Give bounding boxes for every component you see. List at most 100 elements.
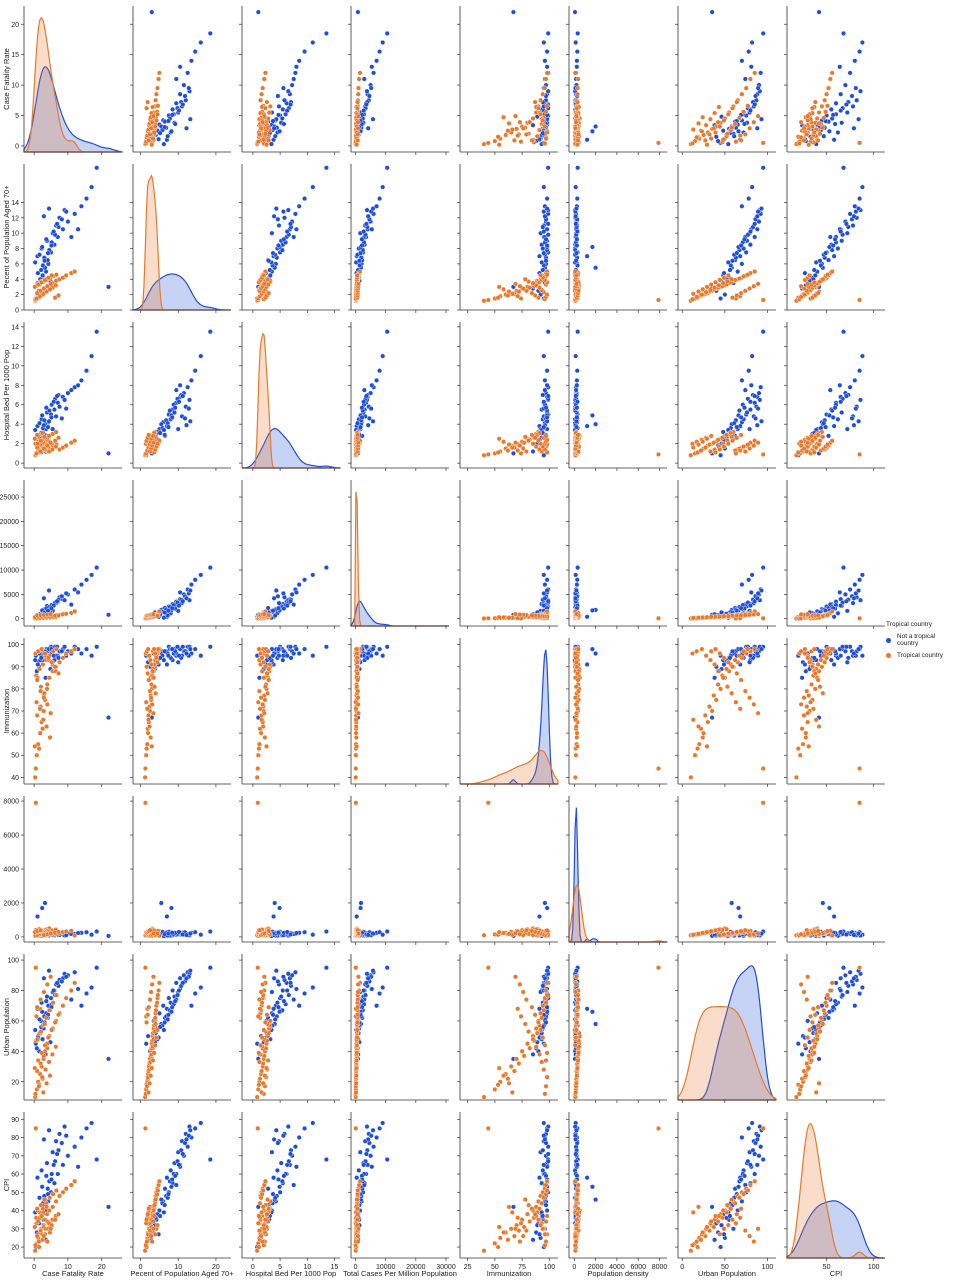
point-1-0-tr-57 [48, 281, 54, 287]
point-0-4-nt-40 [530, 122, 536, 128]
point-4-1-tr-34 [147, 657, 153, 663]
point-3-0-nt-47 [54, 598, 60, 604]
point-0-6-nt-42 [725, 141, 731, 147]
point-3-7-nt-22 [835, 610, 841, 616]
point-1-4-nt-54 [544, 242, 550, 248]
point-0-7-tr-12 [824, 91, 830, 97]
point-4-6-tr-21 [711, 693, 717, 699]
point-0-1-tr-55 [148, 125, 154, 131]
point-1-3-nt-13 [377, 196, 383, 202]
point-2-3-nt-15 [384, 329, 390, 335]
point-4-3-tr-38 [354, 684, 360, 690]
point-2-7-nt-13 [857, 368, 863, 374]
point-4-7-tr-51 [809, 664, 815, 670]
point-0-1-tr-14 [156, 76, 162, 82]
point-2-7-tr-53 [815, 432, 821, 438]
point-5-2-tr-53 [266, 928, 272, 934]
point-5-2-tr-57 [261, 930, 267, 936]
point-2-6-tr-55 [747, 446, 753, 452]
point-2-6-nt-45 [742, 405, 748, 411]
point-0-4-tr-43 [506, 120, 512, 126]
point-3-4-nt-14 [541, 572, 547, 578]
point-1-0-tr-52 [56, 292, 62, 298]
point-4-6-tr-51 [730, 664, 736, 670]
point-3-2-nt-14 [310, 572, 316, 578]
point-2-4-tr-25 [537, 430, 543, 436]
point-2-3-nt-49 [370, 418, 376, 424]
point-1-7-nt-53 [823, 250, 829, 256]
point-0-5-tr-56 [573, 119, 579, 125]
y-tick-label-4: 90 [11, 664, 19, 671]
point-4-3-tr-49 [354, 655, 360, 661]
point-4-6-nt-46 [747, 653, 753, 659]
point-4-3-nt-48 [365, 651, 371, 657]
point-1-6-tr-43 [696, 289, 702, 295]
point-1-5-nt-13 [574, 196, 580, 202]
point-2-6-nt-27 [757, 397, 763, 403]
point-2-5-nt-12 [574, 377, 580, 383]
point-5-2-nt-54 [276, 930, 282, 936]
point-4-6-nt-16 [709, 715, 715, 721]
point-2-7-nt-54 [830, 414, 836, 420]
point-2-1-nt-39 [186, 406, 192, 412]
point-4-5-tr-44 [574, 735, 580, 741]
point-3-4-nt-48 [542, 595, 548, 601]
point-2-7-tr-43 [816, 442, 822, 448]
point-0-5-tr-16 [656, 140, 662, 146]
point-4-0-tr-15 [72, 646, 78, 652]
point-1-0-nt-47 [54, 221, 60, 227]
point-4-6-tr-48 [717, 651, 723, 657]
point-1-7-nt-51 [811, 267, 817, 273]
point-4-1-tr-49 [153, 655, 159, 661]
point-2-6-tr-48 [717, 447, 723, 453]
point-0-2-tr-11 [258, 97, 264, 103]
point-4-1-tr-52 [145, 670, 151, 676]
point-4-1-nt-15 [207, 644, 213, 650]
point-3-6-tr-46 [708, 614, 714, 620]
point-1-5-tr-57 [574, 281, 580, 287]
point-2-7-nt-46 [838, 399, 844, 405]
point-5-1-nt-49 [187, 931, 193, 937]
point-0-1-tr-11 [153, 97, 159, 103]
point-4-7-nt-48 [851, 651, 857, 657]
point-0-4-tr-16 [485, 140, 491, 146]
point-3-4-tr-53 [529, 612, 535, 618]
point-3-0-nt-28 [68, 602, 74, 608]
point-4-0-tr-1 [34, 752, 40, 758]
point-4-2-tr-39 [265, 690, 271, 696]
point-2-7-nt-11 [847, 384, 853, 390]
point-3-2-nt-39 [280, 590, 286, 596]
point-0-5-nt-15 [575, 30, 581, 36]
point-3-0-nt-48 [41, 595, 47, 601]
point-1-2-tr-50 [261, 272, 267, 278]
point-0-5-tr-12 [574, 91, 580, 97]
y-tick-label-2: 0 [15, 461, 19, 468]
point-1-4-nt-14 [541, 184, 547, 190]
point-1-0-tr-46 [35, 282, 41, 288]
point-0-4-nt-29 [544, 64, 550, 70]
point-4-0-tr-12 [60, 655, 66, 661]
point-4-2-nt-54 [276, 646, 282, 652]
point-2-6-tr-19 [702, 445, 708, 451]
point-3-7-tr-16 [857, 615, 863, 621]
point-4-0-tr-53 [34, 677, 40, 683]
point-3-0-nt-12 [78, 582, 84, 588]
point-4-6-tr-45 [704, 743, 710, 749]
point-4-1-tr-51 [144, 664, 150, 670]
point-0-4-nt-16 [510, 9, 516, 15]
point-2-7-tr-56 [798, 443, 804, 449]
point-4-0-nt-50 [35, 662, 41, 668]
point-3-1-nt-12 [188, 582, 194, 588]
y-axis-label-2: Hospital Bed Per 1000 Pop [2, 350, 11, 440]
point-1-6-tr-29 [745, 272, 751, 278]
point-4-2-tr-3 [258, 730, 264, 736]
point-0-1-nt-49 [187, 116, 193, 122]
point-1-2-nt-12 [296, 203, 302, 209]
point-2-3-nt-46 [361, 399, 367, 405]
point-3-0-nt-49 [46, 588, 52, 594]
point-0-4-tr-48 [542, 123, 548, 129]
point-0-6-tr-36 [716, 104, 722, 110]
point-2-0-nt-48 [41, 422, 47, 428]
point-4-7-tr-43 [816, 724, 822, 730]
point-1-6-nt-53 [734, 250, 740, 256]
